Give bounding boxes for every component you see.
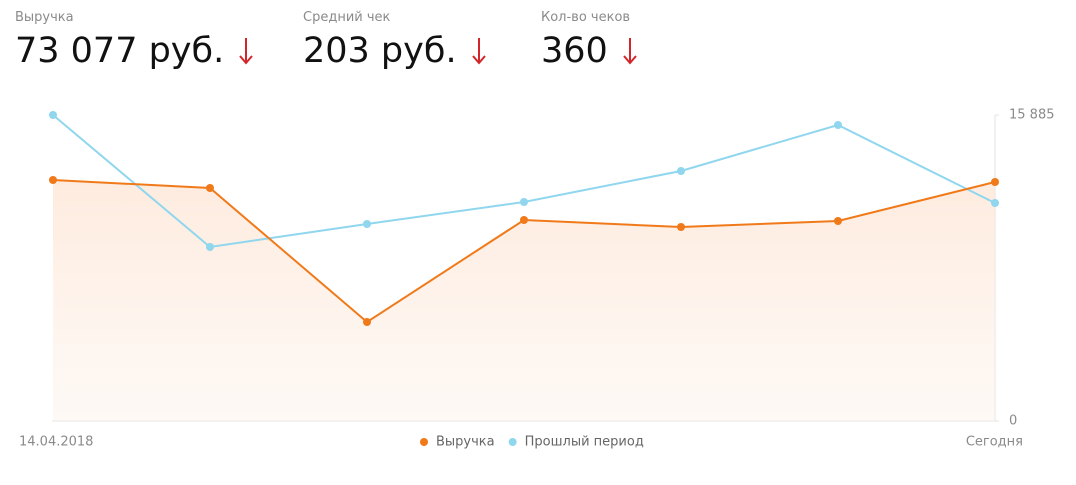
point bbox=[206, 183, 214, 192]
legend-label: Выручка bbox=[436, 435, 495, 450]
point bbox=[677, 166, 685, 175]
legend-marker bbox=[508, 438, 517, 446]
point bbox=[834, 217, 842, 226]
point bbox=[991, 198, 999, 207]
y-tick-label: 0 bbox=[1009, 414, 1017, 429]
kpi: Средний чек 203 руб. bbox=[303, 10, 487, 71]
kpi-label: Средний чек bbox=[303, 10, 391, 25]
point bbox=[520, 216, 528, 225]
point bbox=[363, 219, 371, 228]
point bbox=[991, 177, 999, 186]
kpi-number: 203 руб. bbox=[303, 31, 457, 71]
kpi-number: 360 bbox=[541, 31, 608, 71]
point bbox=[49, 176, 57, 185]
kpi-number: 73 077 руб. bbox=[15, 31, 225, 71]
kpi-label: Выручка bbox=[15, 10, 74, 25]
legend-marker bbox=[420, 438, 428, 446]
x-tick-label: 14.04.2018 bbox=[19, 435, 93, 450]
point bbox=[520, 197, 528, 206]
kpi-value: 73 077 руб. bbox=[15, 31, 254, 71]
kpi: Кол-во чеков 360 bbox=[541, 10, 638, 71]
down-arrow bbox=[471, 38, 486, 65]
kpi-value: 360 bbox=[541, 31, 638, 71]
area bbox=[53, 180, 995, 421]
point bbox=[363, 318, 371, 327]
down-arrow bbox=[239, 38, 253, 65]
kpi: Выручка 73 077 руб. bbox=[15, 10, 254, 71]
kpi-value: 203 руб. bbox=[303, 31, 487, 71]
point bbox=[206, 242, 214, 251]
kpi-label: Кол-во чеков bbox=[541, 10, 631, 25]
x-tick-label: Сегодня bbox=[966, 435, 1023, 450]
point bbox=[49, 111, 57, 119]
legend-label: Прошлый период bbox=[525, 435, 644, 450]
point bbox=[834, 120, 842, 129]
down-arrow bbox=[623, 38, 637, 65]
y-tick-label: 15 885 bbox=[1009, 108, 1055, 123]
point bbox=[677, 222, 685, 231]
